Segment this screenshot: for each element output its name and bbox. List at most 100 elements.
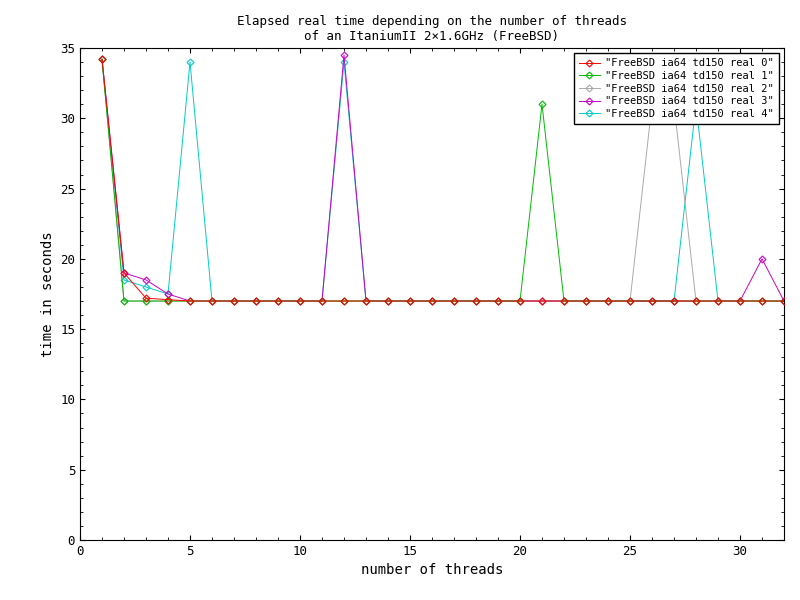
- "FreeBSD ia64 td150 real 0": [647, 298, 657, 305]
- Line: "FreeBSD ia64 td150 real 2": "FreeBSD ia64 td150 real 2": [99, 57, 786, 304]
- "FreeBSD ia64 td150 real 2": [405, 298, 414, 305]
- "FreeBSD ia64 td150 real 0": [669, 298, 678, 305]
- "FreeBSD ia64 td150 real 0": [274, 298, 283, 305]
- "FreeBSD ia64 td150 real 2": [339, 298, 349, 305]
- "FreeBSD ia64 td150 real 4": [141, 283, 150, 290]
- "FreeBSD ia64 td150 real 1": [735, 298, 745, 305]
- "FreeBSD ia64 td150 real 0": [405, 298, 414, 305]
- "FreeBSD ia64 td150 real 1": [450, 298, 459, 305]
- "FreeBSD ia64 td150 real 3": [450, 298, 459, 305]
- "FreeBSD ia64 td150 real 0": [383, 298, 393, 305]
- Line: "FreeBSD ia64 td150 real 4": "FreeBSD ia64 td150 real 4": [99, 57, 786, 304]
- "FreeBSD ia64 td150 real 2": [714, 298, 723, 305]
- "FreeBSD ia64 td150 real 1": [362, 298, 371, 305]
- "FreeBSD ia64 td150 real 3": [735, 298, 745, 305]
- "FreeBSD ia64 td150 real 1": [119, 298, 129, 305]
- "FreeBSD ia64 td150 real 4": [515, 298, 525, 305]
- "FreeBSD ia64 td150 real 1": [559, 298, 569, 305]
- "FreeBSD ia64 td150 real 1": [163, 298, 173, 305]
- "FreeBSD ia64 td150 real 3": [714, 298, 723, 305]
- "FreeBSD ia64 td150 real 2": [141, 298, 150, 305]
- "FreeBSD ia64 td150 real 4": [538, 298, 547, 305]
- "FreeBSD ia64 td150 real 3": [295, 298, 305, 305]
- "FreeBSD ia64 td150 real 4": [383, 298, 393, 305]
- "FreeBSD ia64 td150 real 1": [274, 298, 283, 305]
- "FreeBSD ia64 td150 real 2": [274, 298, 283, 305]
- "FreeBSD ia64 td150 real 3": [383, 298, 393, 305]
- "FreeBSD ia64 td150 real 1": [98, 56, 107, 63]
- "FreeBSD ia64 td150 real 4": [339, 58, 349, 65]
- "FreeBSD ia64 td150 real 1": [383, 298, 393, 305]
- "FreeBSD ia64 td150 real 0": [163, 296, 173, 303]
- "FreeBSD ia64 td150 real 3": [603, 298, 613, 305]
- "FreeBSD ia64 td150 real 0": [207, 298, 217, 305]
- "FreeBSD ia64 td150 real 2": [735, 298, 745, 305]
- "FreeBSD ia64 td150 real 4": [735, 298, 745, 305]
- "FreeBSD ia64 td150 real 1": [779, 298, 789, 305]
- "FreeBSD ia64 td150 real 4": [669, 298, 678, 305]
- "FreeBSD ia64 td150 real 0": [450, 298, 459, 305]
- "FreeBSD ia64 td150 real 1": [626, 298, 635, 305]
- "FreeBSD ia64 td150 real 0": [186, 298, 195, 305]
- "FreeBSD ia64 td150 real 4": [714, 298, 723, 305]
- "FreeBSD ia64 td150 real 2": [186, 298, 195, 305]
- "FreeBSD ia64 td150 real 4": [779, 298, 789, 305]
- "FreeBSD ia64 td150 real 3": [493, 298, 503, 305]
- "FreeBSD ia64 td150 real 3": [362, 298, 371, 305]
- "FreeBSD ia64 td150 real 4": [405, 298, 414, 305]
- "FreeBSD ia64 td150 real 4": [229, 298, 238, 305]
- "FreeBSD ia64 td150 real 2": [383, 298, 393, 305]
- "FreeBSD ia64 td150 real 2": [251, 298, 261, 305]
- "FreeBSD ia64 td150 real 0": [119, 269, 129, 277]
- "FreeBSD ia64 td150 real 4": [581, 298, 590, 305]
- "FreeBSD ia64 td150 real 3": [163, 290, 173, 298]
- "FreeBSD ia64 td150 real 4": [450, 298, 459, 305]
- X-axis label: number of threads: number of threads: [361, 563, 503, 577]
- "FreeBSD ia64 td150 real 4": [274, 298, 283, 305]
- "FreeBSD ia64 td150 real 4": [626, 298, 635, 305]
- "FreeBSD ia64 td150 real 2": [163, 298, 173, 305]
- "FreeBSD ia64 td150 real 3": [339, 52, 349, 59]
- "FreeBSD ia64 td150 real 1": [691, 298, 701, 305]
- "FreeBSD ia64 td150 real 1": [603, 298, 613, 305]
- "FreeBSD ia64 td150 real 2": [450, 298, 459, 305]
- "FreeBSD ia64 td150 real 3": [317, 298, 327, 305]
- "FreeBSD ia64 td150 real 0": [98, 56, 107, 63]
- "FreeBSD ia64 td150 real 2": [295, 298, 305, 305]
- "FreeBSD ia64 td150 real 4": [295, 298, 305, 305]
- Line: "FreeBSD ia64 td150 real 0": "FreeBSD ia64 td150 real 0": [99, 57, 786, 304]
- "FreeBSD ia64 td150 real 2": [581, 298, 590, 305]
- "FreeBSD ia64 td150 real 3": [515, 298, 525, 305]
- "FreeBSD ia64 td150 real 1": [251, 298, 261, 305]
- "FreeBSD ia64 td150 real 3": [559, 298, 569, 305]
- "FreeBSD ia64 td150 real 2": [471, 298, 481, 305]
- "FreeBSD ia64 td150 real 1": [207, 298, 217, 305]
- "FreeBSD ia64 td150 real 0": [779, 298, 789, 305]
- "FreeBSD ia64 td150 real 1": [471, 298, 481, 305]
- "FreeBSD ia64 td150 real 2": [493, 298, 503, 305]
- "FreeBSD ia64 td150 real 4": [603, 298, 613, 305]
- Line: "FreeBSD ia64 td150 real 3": "FreeBSD ia64 td150 real 3": [99, 53, 786, 304]
- "FreeBSD ia64 td150 real 2": [119, 298, 129, 305]
- "FreeBSD ia64 td150 real 0": [735, 298, 745, 305]
- "FreeBSD ia64 td150 real 2": [559, 298, 569, 305]
- "FreeBSD ia64 td150 real 2": [207, 298, 217, 305]
- "FreeBSD ia64 td150 real 3": [119, 269, 129, 277]
- "FreeBSD ia64 td150 real 0": [581, 298, 590, 305]
- "FreeBSD ia64 td150 real 1": [186, 298, 195, 305]
- "FreeBSD ia64 td150 real 1": [427, 298, 437, 305]
- "FreeBSD ia64 td150 real 1": [229, 298, 238, 305]
- "FreeBSD ia64 td150 real 1": [538, 101, 547, 108]
- "FreeBSD ia64 td150 real 4": [559, 298, 569, 305]
- Line: "FreeBSD ia64 td150 real 1": "FreeBSD ia64 td150 real 1": [99, 57, 786, 304]
- "FreeBSD ia64 td150 real 1": [757, 298, 766, 305]
- "FreeBSD ia64 td150 real 0": [339, 298, 349, 305]
- "FreeBSD ia64 td150 real 3": [274, 298, 283, 305]
- "FreeBSD ia64 td150 real 3": [691, 298, 701, 305]
- "FreeBSD ia64 td150 real 2": [98, 56, 107, 63]
- "FreeBSD ia64 td150 real 3": [207, 298, 217, 305]
- "FreeBSD ia64 td150 real 3": [471, 298, 481, 305]
- "FreeBSD ia64 td150 real 0": [251, 298, 261, 305]
- "FreeBSD ia64 td150 real 2": [626, 298, 635, 305]
- "FreeBSD ia64 td150 real 1": [581, 298, 590, 305]
